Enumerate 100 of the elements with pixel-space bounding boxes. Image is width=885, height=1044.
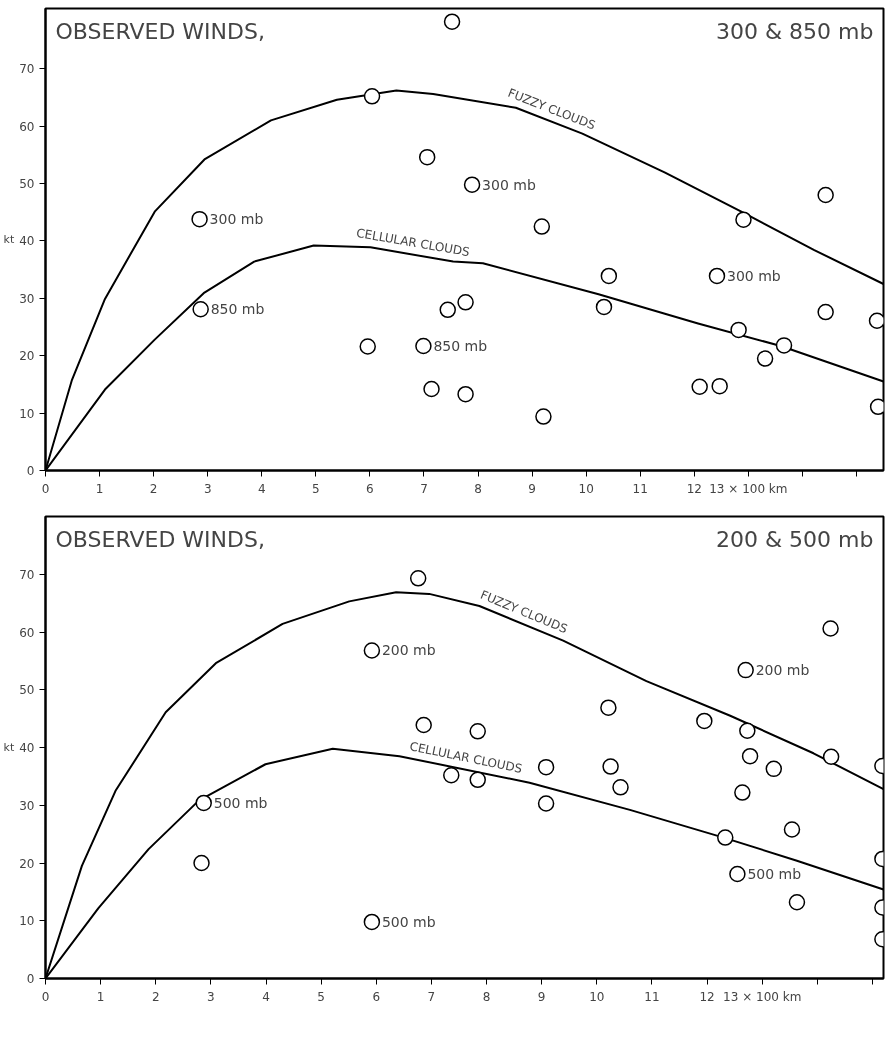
- y-tick-label: 30: [19, 798, 35, 813]
- x-tick-label: 10: [578, 481, 594, 496]
- annotation: 500 mb: [381, 913, 436, 930]
- y-tick-label: 60: [19, 625, 35, 640]
- annotation: 850 mb: [433, 337, 488, 354]
- point: [469, 723, 486, 740]
- point: [817, 303, 834, 321]
- x-tick-label: 6: [372, 989, 381, 1004]
- point: [595, 298, 613, 316]
- x-tick-label: 11: [632, 481, 648, 496]
- annotation: 850 mb: [210, 301, 265, 318]
- annotation: 200 mb: [755, 662, 810, 679]
- point: [739, 722, 756, 739]
- x-tick-label: 12: [686, 481, 702, 496]
- point: [191, 210, 208, 228]
- point: [708, 267, 726, 285]
- x-tick-label: 8: [474, 481, 482, 496]
- x-tick-label: 0: [41, 481, 50, 496]
- y-tick-label: 60: [19, 119, 35, 134]
- point: [192, 301, 209, 318]
- x-tick-label: 5: [317, 989, 325, 1004]
- point: [788, 894, 806, 911]
- y-tick-label: 10: [19, 406, 35, 421]
- x-tick-label: 1: [96, 989, 105, 1004]
- y-axis-title: kt: [3, 741, 15, 754]
- text: CELLULAR CLOUDS: [355, 225, 471, 260]
- point: [533, 218, 551, 235]
- text: OBSERVED WINDS,: [55, 18, 265, 44]
- point: [600, 699, 617, 716]
- point: [691, 378, 708, 395]
- x-tick-label: 12: [699, 989, 715, 1004]
- x-tick-label: 11: [644, 989, 660, 1004]
- y-tick-label: 50: [19, 177, 35, 192]
- y-tick-label: 0: [26, 972, 35, 986]
- x-tick-label: 3: [203, 481, 212, 496]
- point: [817, 186, 834, 204]
- point: [195, 794, 212, 812]
- point: [717, 829, 734, 846]
- point: [711, 377, 728, 395]
- point: [457, 294, 474, 311]
- point: [463, 176, 481, 193]
- point: [415, 716, 432, 734]
- text: OBSERVED WINDS,: [55, 526, 265, 552]
- point: [868, 312, 884, 329]
- y-tick-label: 0: [26, 464, 35, 478]
- text: CELLULAR CLOUDS: [408, 739, 524, 776]
- point: [535, 408, 552, 425]
- x-tick-label: 2: [149, 481, 158, 496]
- x-tick-label: 7: [420, 481, 428, 496]
- point: [415, 337, 432, 355]
- x-tick-label: 9: [528, 481, 536, 496]
- x-tick-label: 0: [41, 989, 50, 1004]
- point: [359, 338, 376, 355]
- x-tick-label: 4: [257, 481, 266, 496]
- x-tick-label: 4: [262, 989, 270, 1004]
- y-tick-label: 40: [19, 741, 35, 755]
- x-tick-label: 3: [207, 989, 215, 1004]
- y-tick-label: 40: [19, 234, 35, 249]
- point: [696, 712, 713, 730]
- annotation: 500 mb: [213, 794, 268, 811]
- y-tick-label: 20: [19, 856, 35, 871]
- y-tick-label: 20: [19, 349, 35, 364]
- y-tick-label: 10: [19, 914, 35, 929]
- point: [783, 821, 801, 838]
- point: [469, 771, 486, 789]
- x-tick-label: 13 × 100 km: [723, 989, 802, 1004]
- y-tick-label: 50: [19, 683, 35, 698]
- x-tick-label: 9: [537, 989, 546, 1004]
- x-tick-label: 5: [312, 481, 320, 496]
- point: [822, 748, 840, 765]
- point: [409, 570, 427, 587]
- point: [869, 398, 884, 416]
- point: [443, 766, 460, 784]
- point: [735, 211, 752, 228]
- point: [363, 913, 381, 931]
- annotation: 200 mb: [381, 642, 436, 659]
- point: [418, 148, 436, 166]
- point: [765, 760, 783, 778]
- point: [363, 642, 381, 659]
- annotation: 300 mb: [482, 176, 536, 193]
- point: [600, 267, 618, 285]
- point: [756, 350, 774, 367]
- annotation: 500 mb: [747, 865, 802, 882]
- point: [363, 88, 381, 105]
- point: [602, 758, 619, 775]
- y-tick-label: 70: [19, 62, 35, 77]
- point: [612, 779, 629, 796]
- x-tick-label: 2: [151, 989, 160, 1004]
- point: [439, 301, 456, 319]
- y-axis-title: kt: [3, 233, 15, 246]
- text: 200 & 500 mb: [715, 526, 874, 552]
- point: [443, 13, 461, 30]
- annotation: 300 mb: [726, 267, 781, 284]
- y-tick-label: 70: [19, 567, 35, 582]
- point: [737, 661, 754, 679]
- point: [741, 747, 759, 765]
- point: [423, 380, 440, 398]
- x-tick-label: 8: [482, 989, 491, 1004]
- point: [193, 854, 210, 872]
- point: [537, 758, 555, 776]
